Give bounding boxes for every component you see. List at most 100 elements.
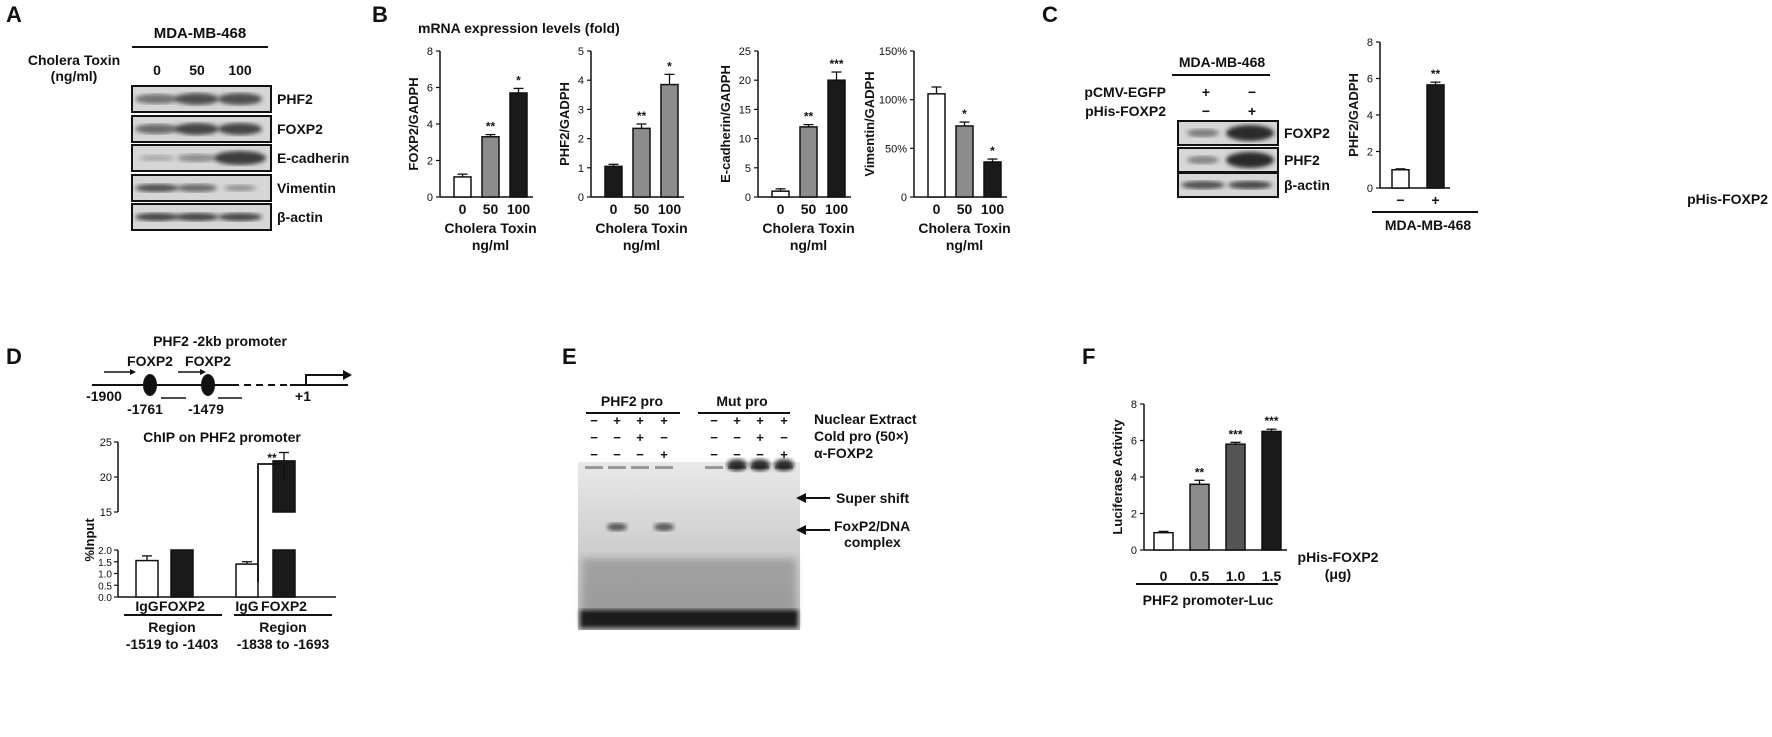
y-tick-label: 25 — [739, 46, 751, 58]
panel-c-row-label: pCMV-EGFP — [1084, 84, 1166, 100]
gel-smear — [582, 558, 796, 618]
x-tick-label: 0 — [1160, 568, 1168, 584]
panel-a-cell-line: MDA-MB-468 — [154, 25, 247, 42]
y-tick-label: 0 — [1367, 183, 1373, 195]
foxp2-site-label: FOXP2 — [185, 353, 231, 369]
y-axis-label: FOXP2/GADPH — [406, 77, 421, 170]
emsa-sign: − — [613, 430, 621, 445]
emsa-sign: − — [733, 430, 741, 445]
blot-band-label: Vimentin — [277, 180, 336, 196]
panel-f-letter: F — [1082, 344, 1095, 369]
emsa-sign: − — [733, 447, 741, 462]
emsa-row-label: Nuclear Extract — [814, 411, 917, 427]
y-tick-label: 2 — [578, 134, 584, 146]
y-axis-label: PHF2/GADPH — [557, 82, 572, 166]
bar — [604, 165, 623, 198]
y-tick-label: 3 — [578, 104, 584, 116]
x-tick-label: 1.5 — [1262, 568, 1282, 584]
region-label: Region — [148, 619, 195, 635]
emsa-sign: − — [780, 430, 788, 445]
forward-primer-arrowhead — [200, 369, 206, 375]
foxp2-binding-site — [143, 374, 157, 396]
y-tick-label: 6 — [427, 83, 433, 95]
x-tick-label: 100 — [658, 201, 682, 217]
y-tick-label: 4 — [1367, 110, 1373, 122]
significance-mark: ** — [1431, 67, 1441, 81]
blot-band-label: E-cadherin — [277, 150, 349, 166]
super-shift-arrowhead — [796, 493, 806, 503]
bar — [1391, 169, 1410, 189]
protein-band — [135, 124, 179, 134]
significance-mark: ** — [267, 451, 277, 465]
x-axis-label: Cholera Toxin — [444, 220, 536, 236]
blot-band-label: β-actin — [277, 209, 323, 225]
x-axis-label: Cholera Toxin — [762, 220, 854, 236]
chip-chart-title: ChIP on PHF2 promoter — [143, 429, 301, 445]
emsa-sign: + — [756, 430, 764, 445]
y-tick-label: 15 — [100, 507, 112, 519]
significance-mark: ** — [804, 110, 814, 124]
y-tick-label: 20 — [100, 472, 112, 484]
bar-lower-segment — [272, 549, 296, 598]
x-tick-label: 100 — [825, 201, 849, 217]
protein-band — [177, 184, 217, 192]
y-tick-label: 0 — [427, 192, 433, 204]
panel-a-dose: 0 — [153, 62, 161, 78]
x-tick-label: 50 — [483, 201, 499, 217]
emsa-sign: − — [756, 447, 764, 462]
protein-band — [135, 94, 179, 104]
emsa-sign: − — [660, 430, 668, 445]
emsa-sign: − — [710, 447, 718, 462]
panel-d: D PHF2 -2kb promoter FOXP2 FOXP2 -1900 -… — [6, 333, 352, 652]
blot-band-label: FOXP2 — [277, 121, 323, 137]
panel-b: B mRNA expression levels (fold) 0 2 4 6 8 FOX… — [372, 2, 1011, 253]
complex-arrowhead — [796, 525, 806, 535]
x-axis-label: ng/ml — [946, 237, 983, 253]
panel-d-letter: D — [6, 344, 22, 369]
complex-label: FoxP2/DNA — [834, 518, 910, 534]
protein-band — [177, 154, 217, 162]
y-tick-label: 0.0 — [98, 593, 112, 604]
y-tick-label: 8 — [1367, 37, 1373, 49]
y-axis-label: E-cadherin/GADPH — [718, 65, 733, 183]
emsa-sign: − — [590, 447, 598, 462]
protein-band — [218, 93, 262, 105]
blot-band-label: PHF2 — [1284, 152, 1320, 168]
bar — [827, 79, 846, 198]
significance-mark: * — [516, 73, 521, 87]
x-tick-label: 50 — [957, 201, 973, 217]
x-tick-label: FOXP2 — [261, 598, 307, 614]
emsa-sign: − — [710, 413, 718, 428]
tss-arrow — [305, 374, 344, 385]
supershift-band — [727, 459, 747, 471]
significance-mark: *** — [1264, 414, 1278, 428]
protein-band — [218, 213, 262, 221]
y-tick-label: 4 — [578, 75, 584, 87]
panel-e: E PHF2 pro Mut pro Nuclear Extract Cold … — [562, 344, 917, 630]
emsa-sign: + — [756, 413, 764, 428]
significance-mark: * — [962, 107, 967, 121]
y-axis-label: Vimentin/GADPH — [862, 71, 877, 176]
protein-band — [175, 93, 219, 105]
region-range: -1838 to -1693 — [237, 636, 330, 652]
emsa-sign: − — [636, 447, 644, 462]
bar — [632, 127, 651, 198]
forward-primer-arrowhead — [130, 369, 136, 375]
blot-band-label: PHF2 — [277, 91, 313, 107]
x-tick-label: 50 — [634, 201, 650, 217]
super-shift-label: Super shift — [836, 490, 909, 506]
panel-c-sign: − — [1248, 84, 1256, 100]
emsa-group-label: Mut pro — [716, 393, 767, 409]
panel-a-treatment-label: Cholera Toxin — [28, 52, 120, 68]
y-tick-label: 15 — [739, 104, 751, 116]
region-label: Region — [259, 619, 306, 635]
significance-mark: * — [667, 59, 672, 73]
panel-a-letter: A — [6, 2, 22, 27]
protein-band — [1226, 125, 1274, 141]
x-tick-label: 100 — [981, 201, 1005, 217]
protein-band — [1187, 156, 1219, 164]
x-axis-label: Cholera Toxin — [918, 220, 1010, 236]
position-label: -1900 — [86, 388, 122, 404]
panel-c-sign: + — [1202, 84, 1210, 100]
y-tick-label: 4 — [1131, 472, 1137, 484]
